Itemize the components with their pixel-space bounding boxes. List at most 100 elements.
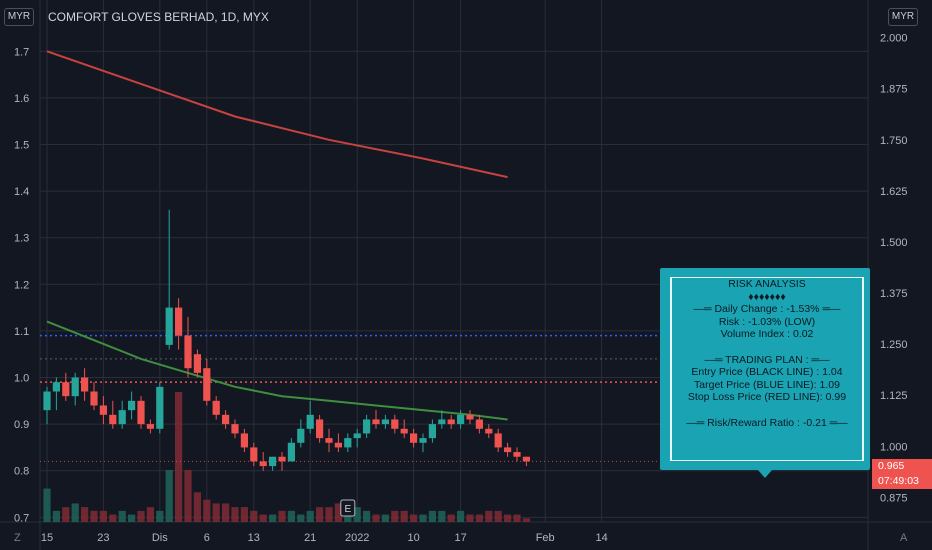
volume-bar: [325, 507, 333, 522]
right-axis-tick: 1.875: [880, 84, 908, 96]
left-axis-tick: 0.9: [14, 419, 29, 431]
volume-bar: [287, 510, 295, 522]
timezone-toggle[interactable]: Z: [14, 532, 21, 544]
risk-line: ♦♦♦♦♦♦♦: [748, 290, 786, 303]
candle-body: [250, 447, 258, 462]
right-axis-tick: 2.000: [880, 33, 908, 45]
earnings-marker-box[interactable]: [340, 499, 356, 517]
volume-bar: [259, 514, 267, 522]
volume-bar: [372, 514, 380, 522]
candle-body: [71, 377, 79, 397]
ma-long-line: [46, 50, 508, 179]
risk-panel-pointer: [758, 470, 772, 478]
left-axis-tick: 1.2: [14, 279, 29, 291]
risk-line: [672, 341, 862, 354]
candle-body: [363, 419, 371, 434]
volume-bar: [99, 510, 107, 522]
candle-body: [175, 307, 183, 336]
volume-bar: [269, 514, 277, 522]
volume-bar: [363, 510, 371, 522]
auto-scale-toggle[interactable]: A: [900, 532, 908, 544]
left-axis-tick: 1.7: [14, 46, 29, 58]
candle-body: [466, 414, 474, 420]
countdown-timer: 07:49:03: [878, 475, 919, 487]
x-axis-tick: 15: [41, 532, 53, 544]
x-axis-tick: 6: [204, 532, 210, 544]
candle-body: [447, 419, 455, 425]
volume-bar: [353, 507, 361, 522]
volume-bar: [212, 503, 220, 522]
volume-bar: [240, 507, 248, 522]
candle-body: [372, 419, 380, 425]
candle-body: [306, 414, 314, 429]
volume-bar: [137, 510, 145, 522]
volume-bar: [466, 514, 474, 522]
volume-bar: [109, 514, 117, 522]
left-axis-tick: 1.3: [14, 233, 29, 245]
volume-bar: [81, 507, 89, 522]
candle-body: [165, 307, 173, 345]
volume-bar: [306, 510, 314, 522]
candle-body: [81, 377, 89, 392]
candle-body: [297, 428, 305, 443]
volume-bar: [475, 514, 483, 522]
volume-bar: [447, 514, 455, 522]
volume-bar: [231, 507, 239, 522]
candle-body: [212, 400, 220, 415]
right-axis-tick: 0.875: [880, 492, 908, 504]
x-axis-tick: Dis: [152, 532, 168, 544]
volume-bar: [419, 514, 427, 522]
candle-body: [278, 456, 286, 462]
volume-bar: [118, 510, 126, 522]
volume-bar: [165, 470, 173, 522]
risk-line: Target Price (BLUE LINE): 1.09: [694, 378, 840, 391]
x-axis-tick: Feb: [536, 532, 555, 544]
candle-body: [62, 382, 70, 397]
candle-body: [109, 414, 117, 425]
risk-analysis-frame: RISK ANALYSIS ♦♦♦♦♦♦♦ —═ Daily Change : …: [670, 277, 864, 461]
volume-bar: [504, 514, 512, 522]
right-axis-tick: 1.250: [880, 339, 908, 351]
candle-body: [184, 335, 192, 369]
candle-body: [410, 433, 418, 443]
volume-bar: [334, 503, 342, 522]
volume-bar: [278, 510, 286, 522]
x-axis-tick: 21: [304, 532, 316, 544]
candle-body: [400, 428, 408, 434]
risk-line: Volume Index : 0.02: [720, 328, 814, 341]
risk-analysis-panel: RISK ANALYSIS ♦♦♦♦♦♦♦ —═ Daily Change : …: [660, 268, 870, 478]
volume-bar: [428, 510, 436, 522]
x-axis-tick: 17: [454, 532, 466, 544]
x-axis-tick: 14: [595, 532, 607, 544]
volume-bar: [438, 510, 446, 522]
volume-bar: [146, 507, 154, 522]
candle-body: [428, 424, 436, 439]
right-axis-tick: 1.750: [880, 135, 908, 147]
left-axis-tick: 0.7: [14, 512, 29, 524]
volume-bar: [156, 510, 164, 522]
candle-body: [90, 391, 98, 406]
earnings-marker[interactable]: E: [344, 504, 351, 515]
candle-body: [137, 400, 145, 425]
candle-body: [391, 419, 399, 429]
volume-bar: [457, 510, 465, 522]
right-axis-tick: 1.625: [880, 186, 908, 198]
volume-bar: [297, 514, 305, 522]
left-currency-badge: MYR: [4, 8, 34, 26]
right-axis-tick: 1.500: [880, 237, 908, 249]
volume-bar: [193, 492, 201, 522]
x-axis-tick: 10: [407, 532, 419, 544]
volume-bar: [71, 503, 79, 522]
candle-body: [475, 419, 483, 429]
candle-body: [118, 410, 126, 425]
volume-bar: [62, 507, 70, 522]
candle-body: [43, 391, 51, 411]
volume-bar: [128, 514, 136, 522]
candle-body: [240, 433, 248, 448]
candle-body: [269, 456, 277, 467]
right-currency-badge: MYR: [888, 8, 918, 26]
risk-line: Stop Loss Price (RED LINE): 0.99: [687, 391, 847, 404]
candle-body: [128, 400, 136, 411]
right-axis-tick: 1.000: [880, 441, 908, 453]
